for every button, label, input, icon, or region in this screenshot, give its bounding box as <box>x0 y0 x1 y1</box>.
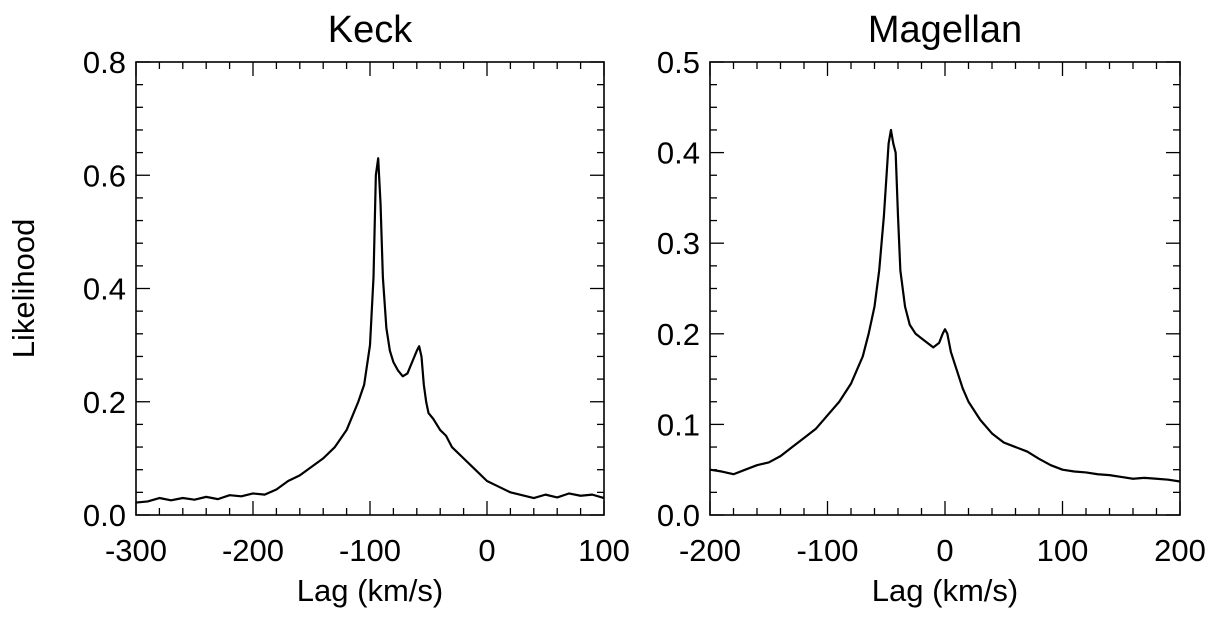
keck-x-tick-label: 100 <box>578 533 630 568</box>
keck-x-tick-label: -300 <box>105 533 167 568</box>
magellan-y-tick-label: 0.3 <box>657 226 700 261</box>
keck-panel: -300 -200 -100 0 100 0.0 0.2 0.4 0.6 0.8 Keck Lag (… <box>6 9 630 608</box>
magellan-y-tick-label: 0.0 <box>657 498 700 533</box>
magellan-x-tick-label: 200 <box>1154 533 1206 568</box>
magellan-plot-frame <box>709 61 1181 516</box>
keck-x-tick-label: -200 <box>222 533 284 568</box>
magellan-y-tick-label: 0.1 <box>657 407 700 442</box>
keck-y-tick-label: 0.4 <box>83 272 126 307</box>
keck-x-tick-label: 0 <box>478 533 495 568</box>
keck-x-axis-label: Lag (km/s) <box>297 573 443 608</box>
magellan-y-tick-label: 0.5 <box>657 45 700 80</box>
magellan-x-axis-label: Lag (km/s) <box>872 573 1018 608</box>
keck-title: Keck <box>328 9 413 51</box>
magellan-x-tick-label: -100 <box>796 533 858 568</box>
keck-x-tick-label: -100 <box>339 533 401 568</box>
magellan-x-tick-label: -200 <box>679 533 741 568</box>
keck-y-tick-label: 0.8 <box>83 45 126 80</box>
magellan-x-tick-label: 0 <box>936 533 953 568</box>
keck-y-axis-label: Likelihood <box>6 219 41 359</box>
keck-plot-frame <box>135 61 605 516</box>
magellan-x-tick-label: 100 <box>1037 533 1089 568</box>
magellan-panel: -200 -100 0 100 200 0.0 0.1 0.2 0.3 0.4 0.5 Magella… <box>657 9 1206 608</box>
keck-y-tick-label: 0.2 <box>83 385 126 420</box>
magellan-likelihood-line <box>709 128 1181 483</box>
magellan-title: Magellan <box>868 9 1022 51</box>
keck-likelihood-line <box>135 157 605 504</box>
magellan-y-tick-label: 0.4 <box>657 136 700 171</box>
keck-y-tick-label: 0.6 <box>83 158 126 193</box>
keck-y-tick-label: 0.0 <box>83 498 126 533</box>
magellan-y-tick-label: 0.2 <box>657 317 700 352</box>
